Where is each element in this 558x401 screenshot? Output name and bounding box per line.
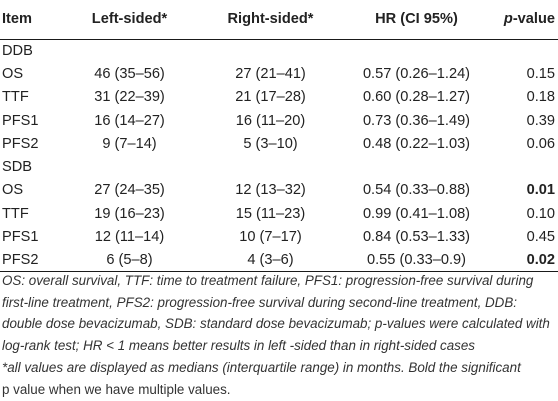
empty-cell bbox=[197, 155, 344, 178]
table-body: DDB OS 46 (35–56) 27 (21–41) 0.57 (0.26–1.24… bbox=[0, 39, 558, 273]
cell-p-value: 0.18 bbox=[526, 89, 555, 106]
table-row: TTF 31 (22–39) 21 (17–28) 0.60 (0.28–1.27) 0… bbox=[0, 86, 558, 109]
cell-left-sided: 9 (7–14) bbox=[102, 135, 157, 152]
cell-hr: 0.60 (0.28–1.27) bbox=[362, 89, 471, 106]
empty-cell bbox=[62, 39, 197, 62]
group-row: SDB bbox=[0, 155, 558, 178]
results-table-container: Item Left-sided* Right-sided* HR (CI 95%… bbox=[0, 0, 558, 273]
cell-p-value: 0.39 bbox=[526, 112, 555, 129]
cell-hr: 0.57 (0.26–1.24) bbox=[362, 65, 471, 82]
empty-cell bbox=[197, 39, 344, 62]
cell-right-sided: 10 (7–17) bbox=[239, 229, 302, 246]
cell-p-value: 0.15 bbox=[526, 65, 555, 82]
table-row: PFS2 9 (7–14) 5 (3–10) 0.48 (0.22–1.03) 0.06 bbox=[0, 132, 558, 155]
cell-item: OS bbox=[2, 182, 24, 199]
table-footnote: OS: overall survival, TTF: time to treat… bbox=[2, 270, 554, 400]
cell-p-value: 0.10 bbox=[526, 205, 555, 222]
header-right-sided: Right-sided* bbox=[197, 0, 344, 40]
cell-right-sided: 5 (3–10) bbox=[243, 135, 298, 152]
table-row: PFS1 16 (14–27) 16 (11–20) 0.73 (0.36–1.49)… bbox=[0, 109, 558, 132]
cell-left-sided: 19 (16–23) bbox=[94, 205, 165, 222]
empty-cell bbox=[344, 39, 489, 62]
cell-right-sided: 16 (11–20) bbox=[235, 112, 306, 129]
footnote-abbreviations: OS: overall survival, TTF: time to treat… bbox=[2, 273, 550, 354]
header-p-suffix: -value bbox=[512, 11, 555, 28]
table-row: OS 46 (35–56) 27 (21–41) 0.57 (0.26–1.24) 0.… bbox=[0, 62, 558, 85]
cell-right-sided: 12 (13–32) bbox=[235, 182, 306, 199]
cell-left-sided: 27 (24–35) bbox=[94, 182, 165, 199]
results-table: Item Left-sided* Right-sided* HR (CI 95%… bbox=[0, 0, 558, 273]
header-p-italic: p bbox=[503, 11, 513, 28]
cell-p-value: 0.06 bbox=[526, 135, 555, 152]
empty-cell bbox=[344, 155, 489, 178]
cell-right-sided: 4 (3–6) bbox=[197, 248, 344, 273]
empty-cell bbox=[62, 155, 197, 178]
cell-p-value: 0.01 bbox=[526, 182, 555, 199]
cell-p-value: 0.45 bbox=[526, 229, 555, 246]
table-row: PFS1 12 (11–14) 10 (7–17) 0.84 (0.53–1.33) 0… bbox=[0, 225, 558, 248]
cell-item: TTF bbox=[2, 89, 29, 106]
cell-left-sided: 46 (35–56) bbox=[94, 65, 165, 82]
footnote-values-note: *all values are displayed as medians (in… bbox=[2, 359, 521, 375]
group-row: DDB bbox=[0, 39, 558, 62]
cell-item: PFS1 bbox=[2, 112, 39, 129]
cell-hr: 0.84 (0.53–1.33) bbox=[362, 229, 471, 246]
footnote-bold-note: p value when we have multiple values. bbox=[2, 381, 231, 397]
header-left-sided: Left-sided* bbox=[62, 0, 197, 40]
cell-hr: 0.55 (0.33–0.9) bbox=[344, 248, 489, 273]
cell-hr: 0.48 (0.22–1.03) bbox=[362, 135, 471, 152]
cell-item: PFS1 bbox=[2, 229, 39, 246]
cell-left-sided: 31 (22–39) bbox=[94, 89, 165, 106]
empty-cell bbox=[489, 155, 558, 178]
header-p-value: p-value bbox=[489, 0, 558, 40]
cell-right-sided: 15 (11–23) bbox=[235, 205, 306, 222]
cell-hr: 0.54 (0.33–0.88) bbox=[362, 182, 471, 199]
cell-p-value: 0.02 bbox=[489, 248, 558, 273]
cell-item: TTF bbox=[2, 205, 29, 222]
table-row: TTF 19 (16–23) 15 (11–23) 0.99 (0.41–1.08) 0… bbox=[0, 202, 558, 225]
table-row: OS 27 (24–35) 12 (13–32) 0.54 (0.33–0.88) 0.… bbox=[0, 179, 558, 202]
cell-item: PFS2 bbox=[0, 248, 62, 273]
empty-cell bbox=[489, 39, 558, 62]
cell-left-sided: 12 (11–14) bbox=[94, 229, 165, 246]
header-item: Item bbox=[0, 0, 62, 40]
table-row: PFS2 6 (5–8) 4 (3–6) 0.55 (0.33–0.9) 0.02 bbox=[0, 248, 558, 273]
cell-hr: 0.73 (0.36–1.49) bbox=[362, 112, 471, 129]
cell-item: OS bbox=[2, 65, 24, 82]
group-label: SDB bbox=[2, 159, 33, 176]
header-hr: HR (CI 95%) bbox=[344, 0, 489, 40]
cell-item: PFS2 bbox=[2, 135, 39, 152]
table-header-row: Item Left-sided* Right-sided* HR (CI 95%… bbox=[0, 0, 558, 40]
cell-left-sided: 16 (14–27) bbox=[94, 112, 165, 129]
group-label: DDB bbox=[2, 42, 33, 59]
cell-right-sided: 21 (17–28) bbox=[235, 89, 306, 106]
cell-left-sided: 6 (5–8) bbox=[62, 248, 197, 273]
cell-right-sided: 27 (21–41) bbox=[235, 65, 306, 82]
cell-hr: 0.99 (0.41–1.08) bbox=[362, 205, 471, 222]
